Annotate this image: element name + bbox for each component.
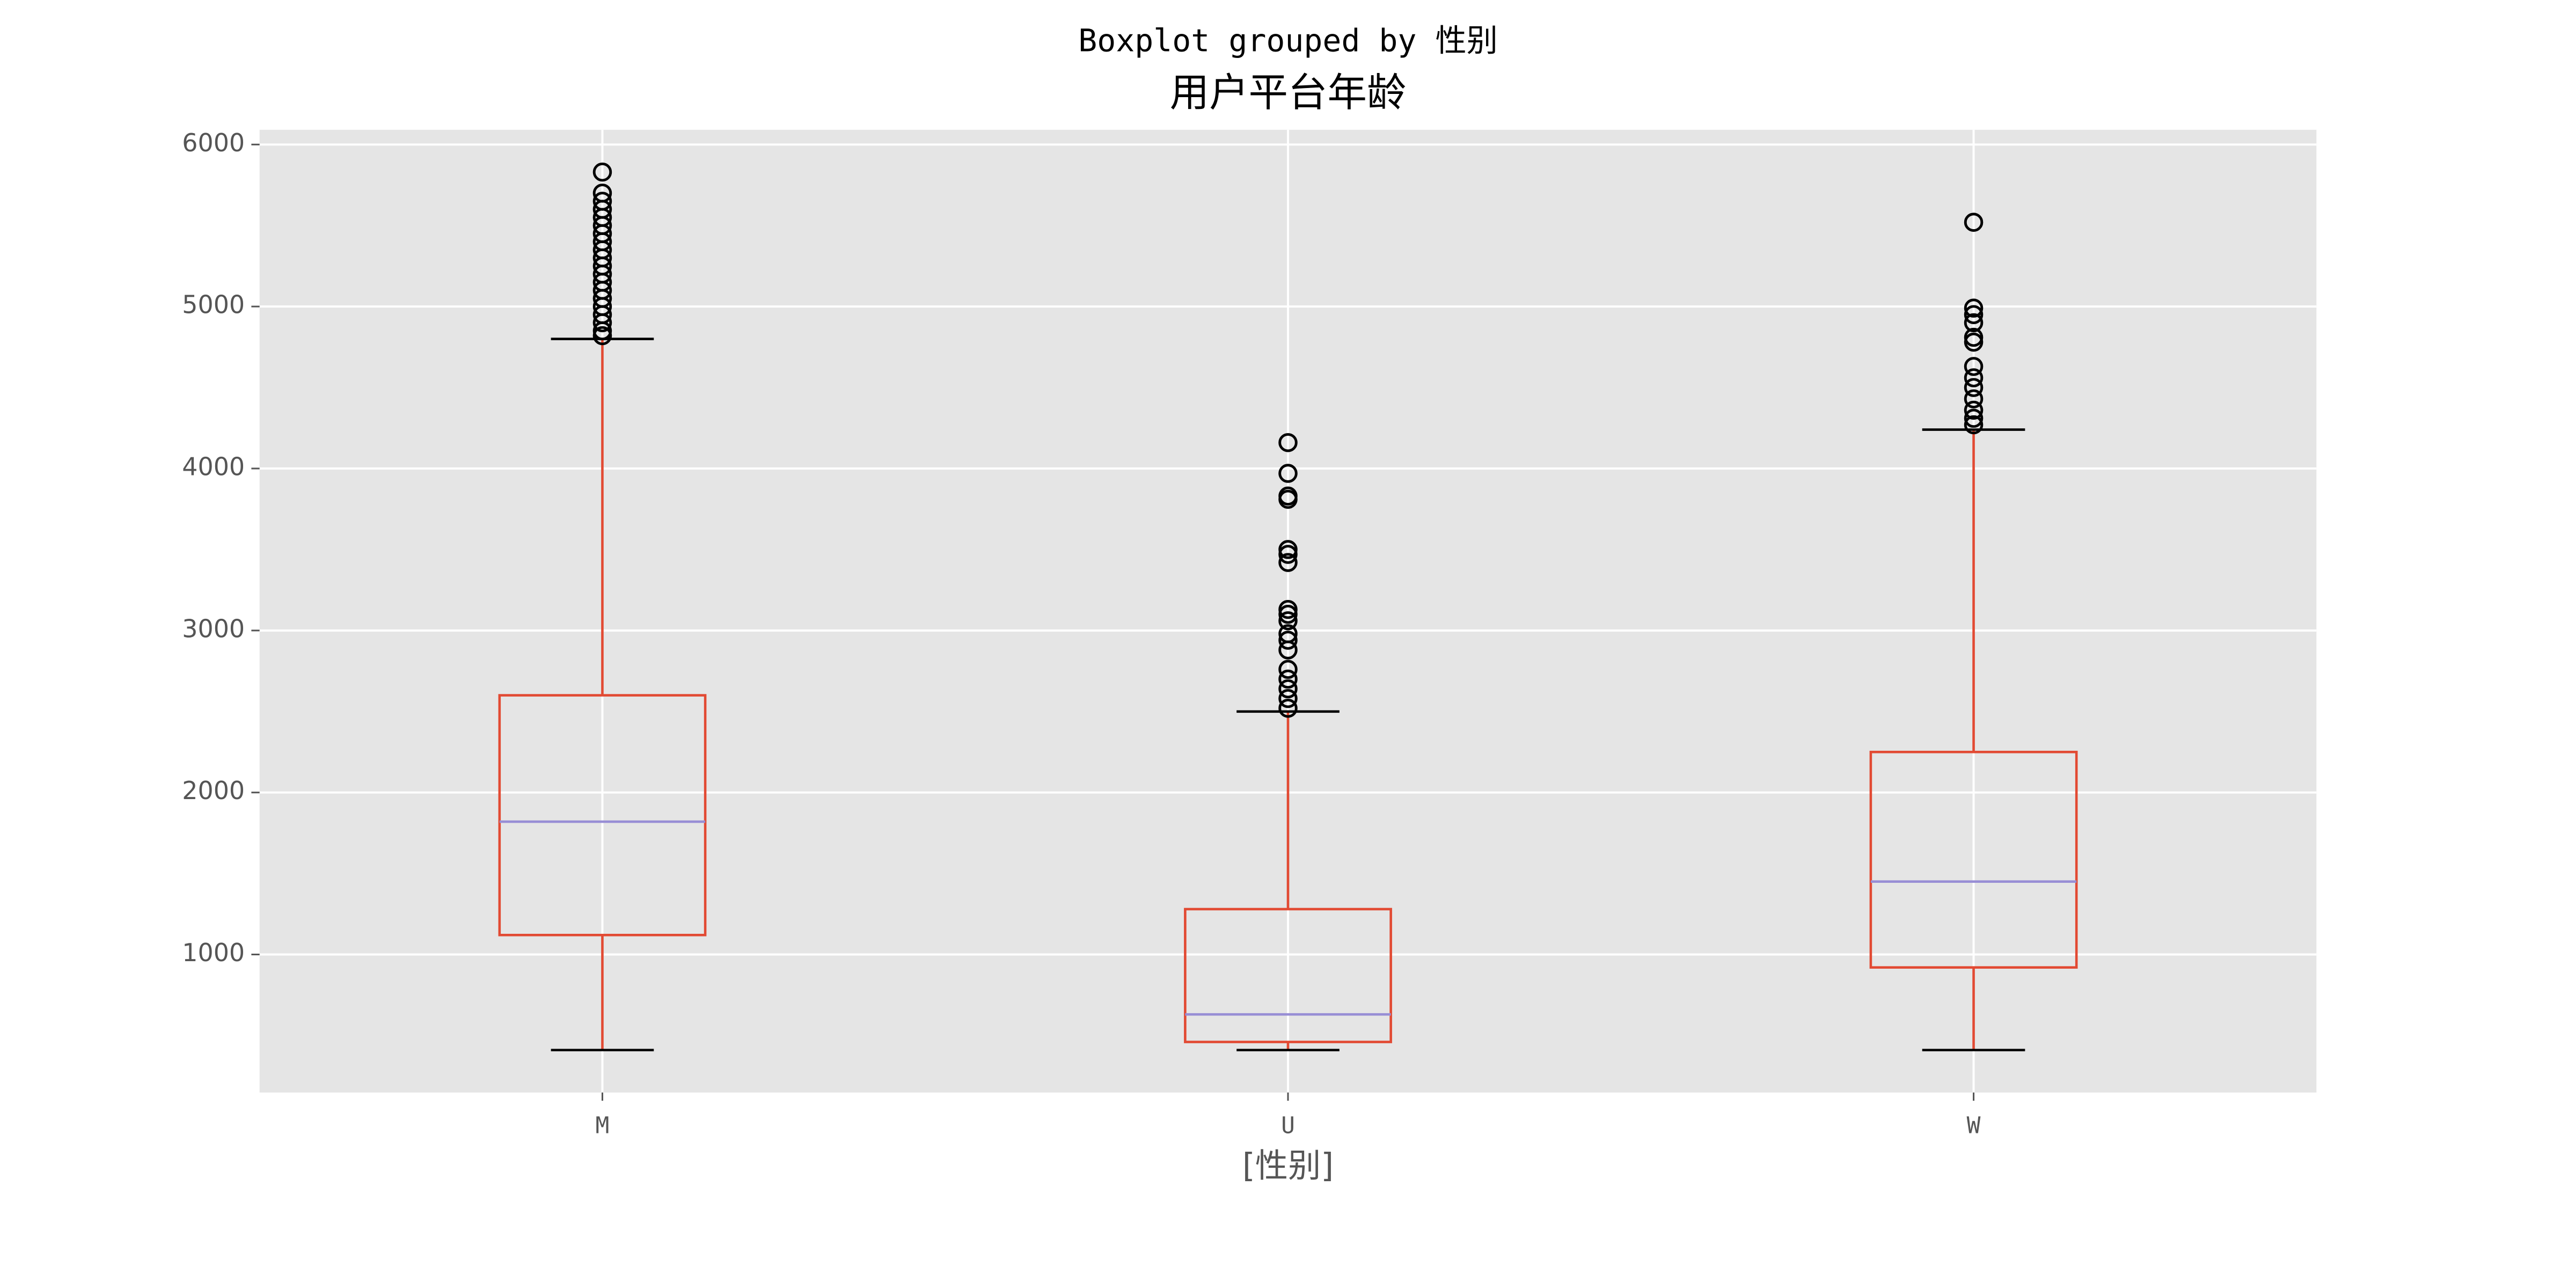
y-tick-label: 5000	[182, 290, 245, 319]
outlier	[1964, 368, 1984, 387]
outlier	[1278, 545, 1298, 564]
outlier	[1964, 357, 1984, 376]
outlier	[1964, 298, 1984, 318]
outlier	[1278, 660, 1298, 679]
outlier	[1278, 464, 1298, 483]
outlier	[1278, 698, 1298, 718]
outlier	[1964, 389, 1984, 408]
outlier	[1964, 327, 1984, 347]
x-axis-label: [性别]	[1242, 1147, 1334, 1185]
outlier	[1964, 408, 1984, 428]
outlier	[592, 326, 612, 346]
y-tick-label: 3000	[182, 614, 245, 643]
x-tick-label: M	[596, 1113, 610, 1139]
outlier	[1964, 213, 1984, 232]
outlier	[1964, 313, 1984, 333]
outlier	[1278, 624, 1298, 643]
y-tick-label: 6000	[182, 128, 245, 157]
outlier	[1278, 604, 1298, 624]
outlier	[1964, 415, 1984, 435]
y-tick-label: 4000	[182, 452, 245, 481]
outlier	[1964, 332, 1984, 352]
outlier	[1278, 433, 1298, 452]
outlier	[592, 192, 612, 211]
outlier	[1964, 305, 1984, 324]
outlier	[1278, 611, 1298, 631]
outlier	[1278, 599, 1298, 619]
outlier	[1964, 378, 1984, 397]
marks	[498, 162, 2078, 1051]
chart-title: 用户平台年龄	[1170, 70, 1407, 116]
box	[498, 694, 707, 936]
box	[1869, 750, 2078, 969]
suptitle: Boxplot grouped by 性别	[1078, 23, 1498, 59]
outlier	[592, 184, 612, 203]
outlier	[592, 162, 612, 182]
outlier	[1278, 689, 1298, 708]
box	[1184, 908, 1392, 1043]
outlier	[1964, 400, 1984, 420]
outlier	[1278, 553, 1298, 572]
x-tick-label: U	[1281, 1113, 1295, 1139]
outlier	[1278, 631, 1298, 650]
x-tick-label: W	[1967, 1113, 1981, 1139]
y-tick-label: 2000	[182, 776, 245, 805]
outlier	[1278, 679, 1298, 699]
y-tick-label: 1000	[182, 938, 245, 967]
outlier	[1278, 540, 1298, 559]
outlier	[1278, 669, 1298, 689]
outlier	[1278, 486, 1298, 506]
